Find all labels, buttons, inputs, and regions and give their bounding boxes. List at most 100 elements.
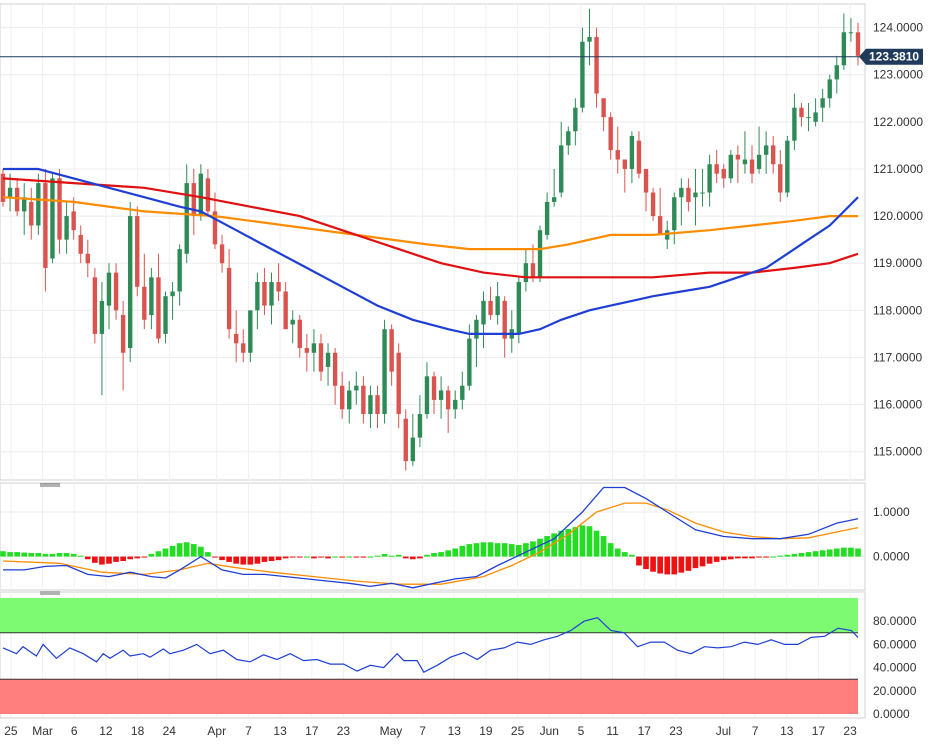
candle-body [806,117,811,119]
candle-body [679,187,684,198]
macd-histogram-bar [473,543,480,557]
candle-body [650,192,656,217]
macd-histogram-bar [56,552,63,557]
macd-histogram-bar [791,553,798,557]
macd-histogram-bar [841,547,847,557]
macd-histogram-bar [148,553,155,557]
candle-body [403,418,408,462]
macd-histogram-bar [657,556,663,574]
macd-histogram-bar [219,556,225,561]
candle-body [445,390,451,410]
candle-body [269,282,274,306]
x-tick-label: 6 [71,724,78,738]
rsi-line [2,617,859,673]
candle-body [184,183,189,254]
candle-body [756,154,762,169]
candle-body [707,164,712,193]
candle-body [156,277,161,339]
candle-body [50,178,55,259]
candle-body [318,343,324,372]
candle-body [523,263,529,283]
macd-histogram-bar [727,556,734,560]
candle-body [142,286,147,320]
macd-histogram-bar [360,556,367,558]
macd-histogram-bar [805,552,812,557]
x-tick-label: Jul [716,724,731,738]
candle-body [686,187,691,202]
candle-body [262,282,267,306]
candle-body [64,216,69,240]
macd-histogram-bar [84,556,91,560]
macd-histogram-bar [833,548,840,557]
macd-histogram-bar [155,551,162,557]
macd-histogram-bar [494,543,501,557]
macd-histogram-bar [445,550,451,557]
rsi-oversold-zone [0,679,858,714]
macd-histogram-bar [508,544,515,557]
macd-histogram-bar [99,556,105,565]
candle-body [43,183,48,268]
candle-body [820,98,825,108]
macd-signal-line [2,502,859,585]
candle-body [149,277,154,316]
macd-histogram-bar [855,548,861,557]
macd-histogram-bar [466,544,473,557]
macd-histogram-bar [332,556,338,558]
macd-histogram-bar [819,550,826,557]
macd-histogram-bar [699,556,706,567]
candle-body [841,32,847,66]
macd-histogram-bar [28,552,35,557]
macd-histogram-bar [713,556,720,562]
candle-body [474,319,479,339]
macd-histogram-bar [0,551,6,557]
x-tick-label: 13 [448,724,462,738]
candle-body [191,183,196,217]
candle-body [410,437,416,462]
candle-body [481,300,486,325]
macd-histogram-bar [14,552,20,557]
candle-body [283,291,288,330]
macd-histogram-bar [742,556,748,559]
x-tick-label: Jun [540,724,559,738]
macd-histogram-bar [480,542,487,557]
macd-histogram-bar [720,556,727,561]
x-tick-label: 18 [131,724,145,738]
macd-histogram-bar [749,556,755,559]
x-tick-label: 23 [669,724,683,738]
candle-body [735,154,741,160]
candle-body [629,135,635,169]
macd-histogram-bar [127,556,134,560]
macd-histogram-bar [621,552,628,557]
macd-histogram-bar [424,554,430,557]
candle-body [855,32,861,56]
macd-line [3,486,859,589]
candle-body [389,329,394,372]
candle-body [516,282,522,334]
candle-body [742,159,748,165]
candle-body [177,249,182,292]
candle-body [255,282,260,311]
macd-histogram-bar [106,556,112,564]
macd-histogram-bar [70,553,77,557]
macd-histogram-bar [205,552,211,557]
price-y-tick-label: 119.0000 [873,256,922,270]
candle-body [241,343,246,353]
macd-histogram-bar [558,530,565,557]
macd-histogram-bar [431,552,437,557]
candle-body [460,385,465,400]
macd-histogram-bar [190,544,197,557]
rsi-y-tick-label: 60.0000 [873,637,917,651]
candle-body [502,300,507,339]
macd-histogram-bar [678,556,685,573]
candle-body [106,272,112,306]
macd-histogram-bar [21,552,28,557]
current-price-tag [859,48,923,65]
candle-body [233,333,239,344]
candle-body [665,230,670,240]
price-panel-frame [0,3,866,481]
macd-histogram-bar [212,556,218,558]
candle-body [453,399,458,410]
candle-body [135,216,140,287]
macd-histogram-bar [706,556,713,564]
candle-body [721,168,726,179]
